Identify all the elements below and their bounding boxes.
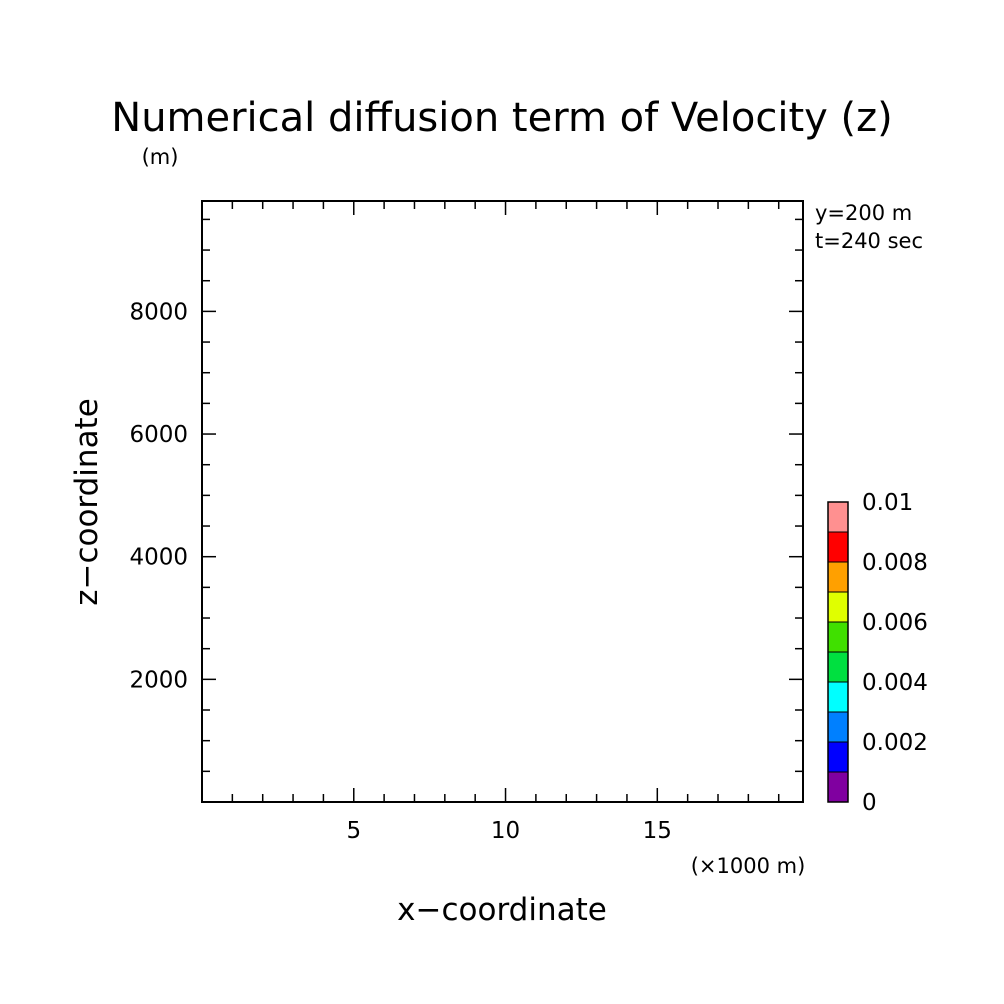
colorbar-swatch [827, 591, 849, 623]
colorbar-swatch [827, 741, 849, 773]
colorbar-label: 0 [862, 790, 877, 816]
colorbar-swatch [827, 621, 849, 653]
plot-area [201, 200, 804, 803]
y-axis-ticks: 2000 4000 6000 8000 [129, 218, 803, 773]
y-axis-label: z−coordinate [69, 398, 105, 606]
x-tick-label: 5 [346, 818, 361, 844]
colorbar-swatch [827, 651, 849, 683]
colorbar-swatch [827, 501, 849, 533]
colorbar-label: 0.004 [862, 670, 928, 696]
chart-title: Numerical diffusion term of Velocity (z) [111, 95, 892, 141]
colorbar: 0 0.002 0.004 0.006 0.008 0.01 [827, 490, 928, 816]
colorbar-label: 0.006 [862, 610, 928, 636]
x-axis-unit: (×1000 m) [691, 854, 806, 878]
y-tick-label: 6000 [129, 422, 188, 448]
x-tick-label: 15 [643, 818, 672, 844]
colorbar-swatch [827, 681, 849, 713]
y-tick-label: 2000 [129, 667, 188, 693]
colorbar-label: 0.002 [862, 730, 928, 756]
x-axis-label: x−coordinate [397, 892, 607, 928]
colorbar-swatch [827, 561, 849, 593]
annotation-t: t=240 sec [815, 229, 923, 253]
y-tick-label: 8000 [129, 299, 188, 325]
colorbar-swatch [827, 711, 849, 743]
annotation-y: y=200 m [815, 201, 912, 225]
colorbar-frame [827, 501, 849, 803]
x-tick-label: 10 [491, 818, 520, 844]
colorbar-swatch [827, 531, 849, 563]
colorbar-label: 0.008 [862, 550, 928, 576]
y-axis-unit: (m) [142, 145, 179, 169]
colorbar-label: 0.01 [862, 490, 913, 516]
colorbar-swatch [827, 771, 849, 803]
x-axis-ticks: 5 10 15 [231, 201, 780, 844]
y-tick-label: 4000 [129, 545, 188, 571]
